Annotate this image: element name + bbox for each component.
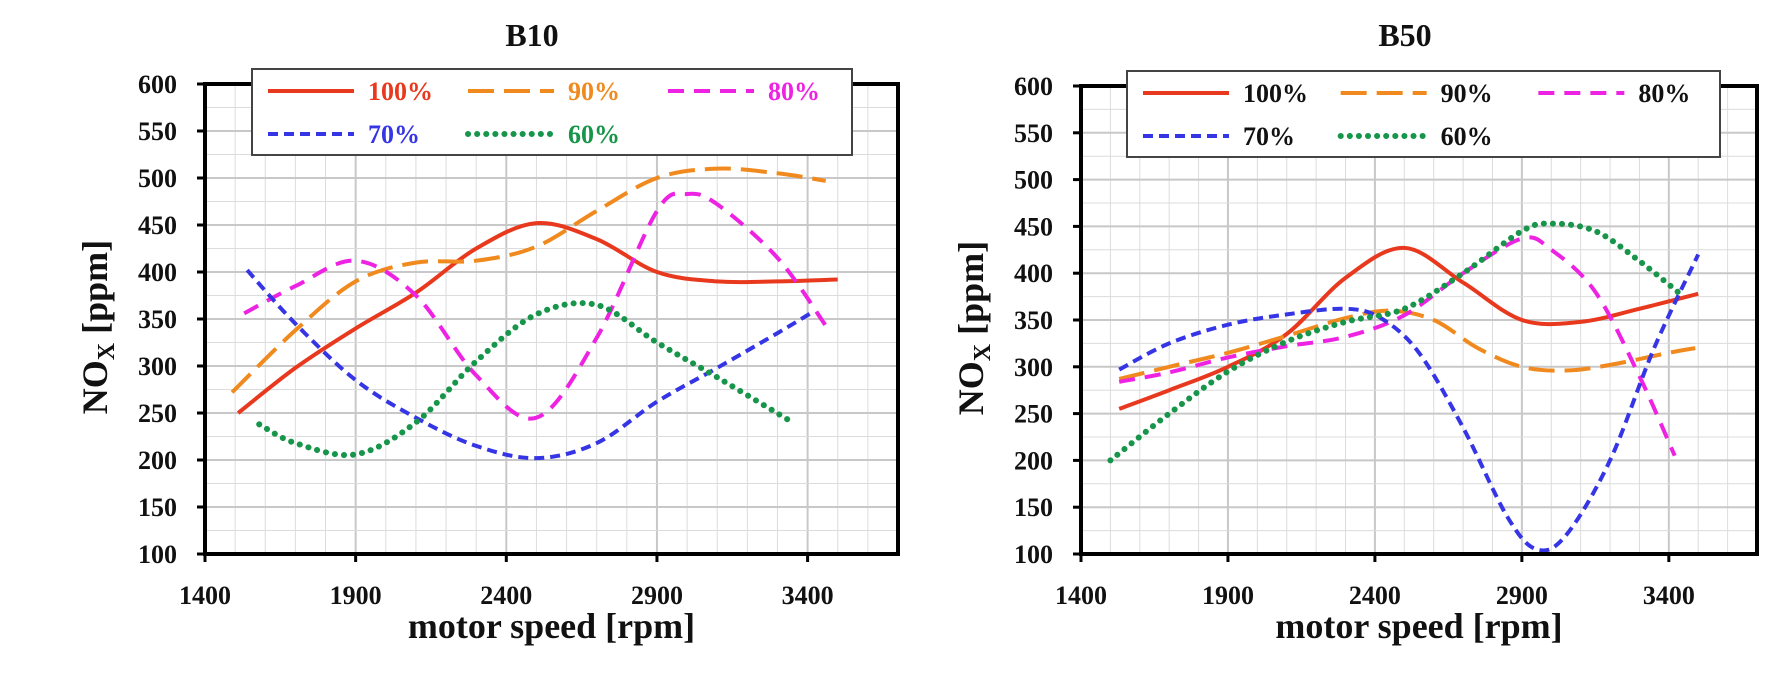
x-tick-label: 2900 xyxy=(1496,581,1548,610)
series-line-100pct xyxy=(236,220,838,415)
x-axis-title: motor speed [rpm] xyxy=(1275,606,1562,646)
x-tick-label: 2400 xyxy=(480,581,532,610)
chart-b50: B50 100 150 200 250 300 350 400 450 500 550 600 1400… xyxy=(951,17,1759,646)
series-lines xyxy=(1107,220,1701,553)
x-tick-label: 1900 xyxy=(330,581,382,610)
y-tick-label: 100 xyxy=(1014,540,1053,569)
legend-label: 70% xyxy=(1243,122,1295,151)
series-line-80pct xyxy=(243,191,828,421)
y-tick-label: 250 xyxy=(138,399,177,428)
legend: 100% 90% 80% 70% 60% xyxy=(251,68,853,156)
series-line-90pct xyxy=(230,166,826,394)
y-tick-label: 350 xyxy=(138,305,177,334)
y-tick-label: 300 xyxy=(1014,353,1053,382)
x-tick-label: 2400 xyxy=(1349,581,1401,610)
series-line-70pct xyxy=(1118,253,1701,553)
legend-label: 80% xyxy=(1638,79,1690,108)
x-tick-label: 1400 xyxy=(1055,581,1107,610)
y-tick-label: 150 xyxy=(138,493,177,522)
y-tick-label: 500 xyxy=(138,164,177,193)
y-tick-label: 500 xyxy=(1014,166,1053,195)
series-line-60pct xyxy=(1107,220,1687,464)
x-tick-label: 1900 xyxy=(1202,581,1254,610)
x-tick-label: 2900 xyxy=(631,581,683,610)
y-tick-label: 400 xyxy=(138,258,177,287)
x-tick-label: 3400 xyxy=(782,581,834,610)
y-tick-label: 200 xyxy=(138,446,177,475)
y-tick-label: 350 xyxy=(1014,306,1053,335)
y-tick-label: 200 xyxy=(1014,446,1053,475)
y-tick-label: 600 xyxy=(1014,72,1053,101)
y-axis-title: NOX [ppm] xyxy=(951,241,996,415)
x-tick-label: 1400 xyxy=(179,581,231,610)
series-lines xyxy=(230,166,838,461)
legend-label: 60% xyxy=(568,120,620,149)
series-line-70pct xyxy=(245,268,815,461)
legend-label: 90% xyxy=(568,77,620,106)
legend-box xyxy=(1126,70,1721,158)
legend-label: 100% xyxy=(1243,79,1308,108)
legend-label: 60% xyxy=(1441,122,1493,151)
legend-box xyxy=(251,68,853,156)
y-tick-label: 250 xyxy=(1014,400,1053,429)
series-line-100pct xyxy=(1118,245,1699,411)
legend-label: 90% xyxy=(1441,79,1493,108)
y-tick-label: 150 xyxy=(1014,493,1053,522)
chart-b10: B10 100 150 200 250 300 350 400 450 500 550 600 1400… xyxy=(75,17,900,646)
x-axis-title: motor speed [rpm] xyxy=(408,606,695,646)
legend-label: 100% xyxy=(368,77,433,106)
legend-label: 70% xyxy=(368,120,420,149)
chart-title: B50 xyxy=(1378,17,1431,53)
y-axis-title: NOX [ppm] xyxy=(75,240,120,414)
y-tick-label: 600 xyxy=(138,70,177,99)
legend: 100% 90% 80% 70% 60% xyxy=(1126,70,1721,158)
x-tick-label: 3400 xyxy=(1643,581,1695,610)
y-tick-label: 450 xyxy=(138,211,177,240)
series-line-90pct xyxy=(1118,308,1696,381)
y-tick-label: 550 xyxy=(138,117,177,146)
legend-label: 80% xyxy=(768,77,820,106)
series-line-60pct xyxy=(256,300,796,459)
y-tick-label: 550 xyxy=(1014,119,1053,148)
y-tick-label: 400 xyxy=(1014,259,1053,288)
series-line-80pct xyxy=(1118,235,1677,457)
chart-title: B10 xyxy=(505,17,558,53)
y-tick-label: 100 xyxy=(138,540,177,569)
y-tick-label: 300 xyxy=(138,352,177,381)
y-tick-label: 450 xyxy=(1014,212,1053,241)
